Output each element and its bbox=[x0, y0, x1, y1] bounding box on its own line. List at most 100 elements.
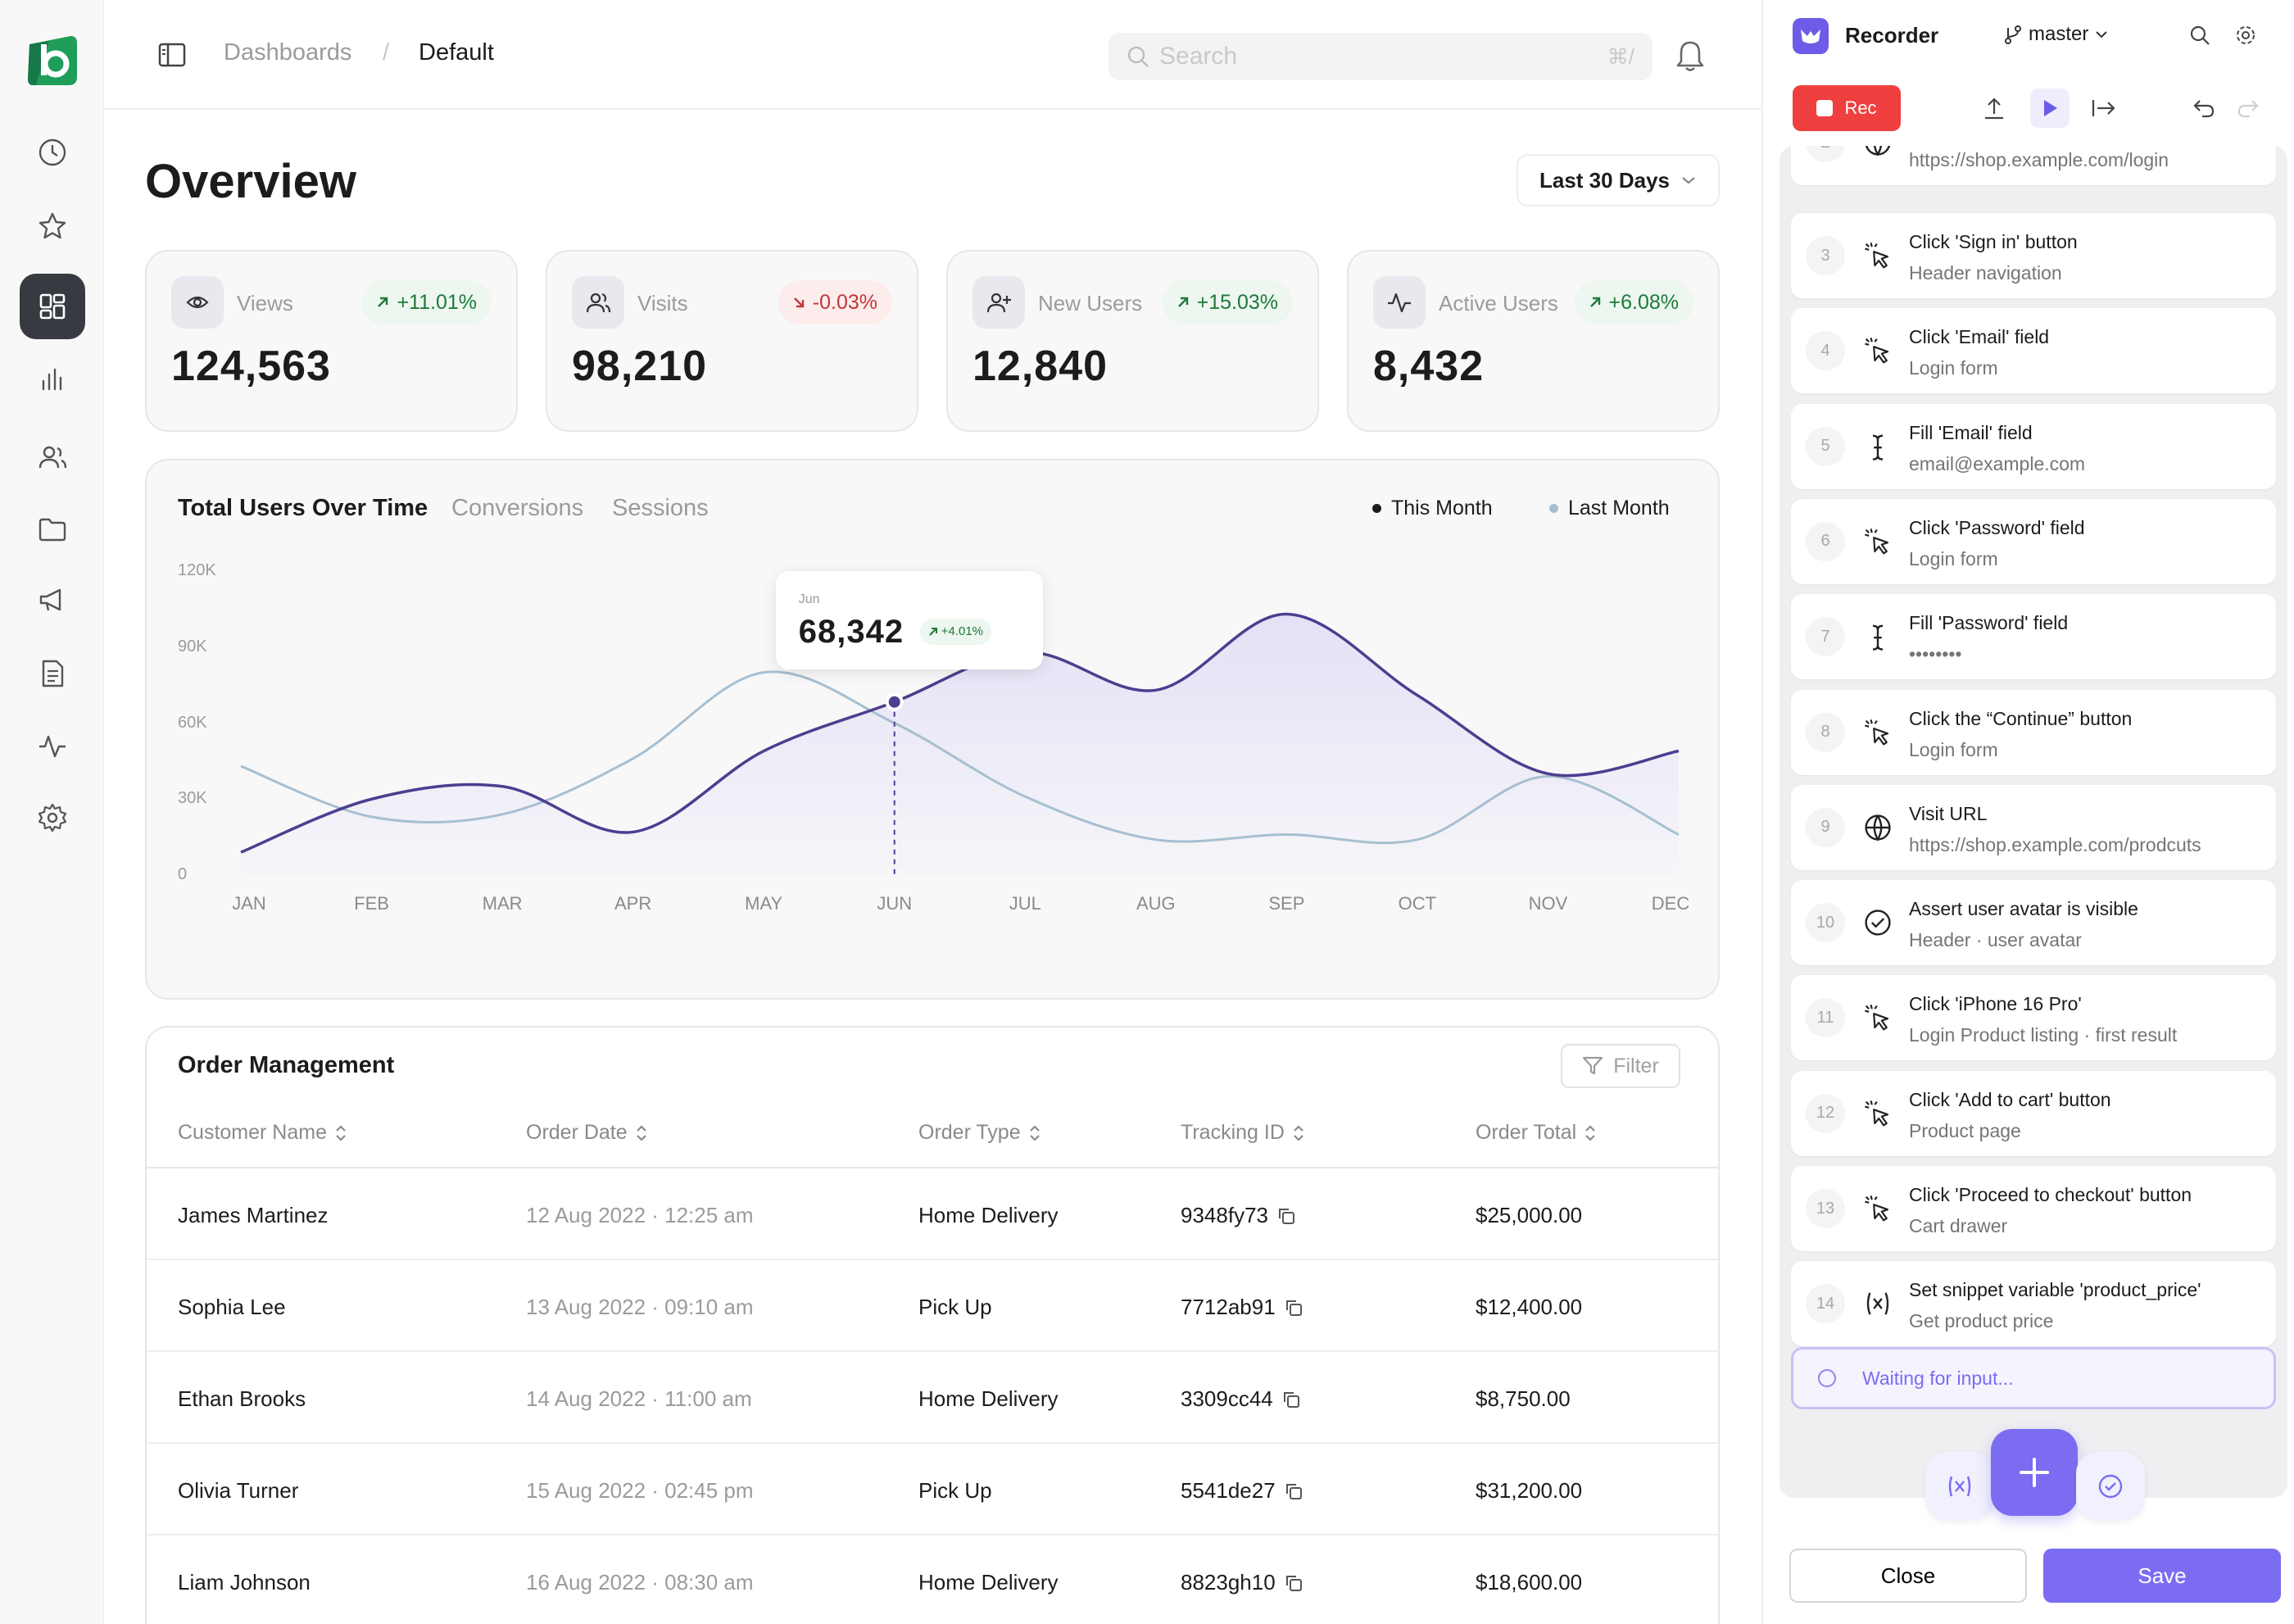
assert-button[interactable] bbox=[2076, 1452, 2145, 1521]
text-cursor-icon bbox=[1872, 624, 1884, 651]
tracking-id-cell: 3309cc44 bbox=[1181, 1386, 1301, 1412]
waiting-input-step[interactable]: Waiting for input... bbox=[1791, 1347, 2276, 1409]
stat-card-visits[interactable]: Visits -0.03% 98,210 bbox=[546, 250, 918, 432]
play-button[interactable] bbox=[2030, 88, 2070, 128]
stat-change-badge: +15.03% bbox=[1162, 280, 1293, 324]
copy-icon[interactable] bbox=[1284, 1573, 1303, 1593]
branch-selector[interactable]: master bbox=[2004, 23, 2108, 46]
column-header-tracking-id[interactable]: Tracking ID bbox=[1181, 1121, 1304, 1145]
copy-icon[interactable] bbox=[1284, 1298, 1303, 1318]
recorder-step[interactable]: 8 Click the “Continue” button Login form bbox=[1791, 689, 2276, 775]
tracking-id-cell: 5541de27 bbox=[1181, 1478, 1303, 1504]
table-row[interactable]: Ethan Brooks 14 Aug 2022 · 11:00 am Home D… bbox=[147, 1352, 1718, 1444]
redo-icon bbox=[2237, 100, 2259, 118]
stat-card-active-users[interactable]: Active Users +6.08% 8,432 bbox=[1347, 250, 1720, 432]
nav-folder-button[interactable] bbox=[20, 497, 85, 562]
order-date: 16 Aug 2022 · 08:30 am bbox=[526, 1570, 754, 1595]
order-total: $12,400.00 bbox=[1476, 1295, 1583, 1319]
record-button[interactable]: Rec bbox=[1793, 85, 1901, 131]
bell-icon[interactable] bbox=[1675, 39, 1705, 72]
x-tick-label: MAR bbox=[482, 893, 523, 914]
click-icon bbox=[1865, 1100, 1889, 1127]
step-over-button[interactable] bbox=[2084, 88, 2124, 128]
undo-button[interactable] bbox=[2184, 88, 2224, 128]
save-button[interactable]: Save bbox=[2043, 1549, 2281, 1603]
stat-icon-wrap bbox=[972, 276, 1025, 329]
table-row[interactable]: Liam Johnson 16 Aug 2022 · 08:30 am Home D… bbox=[147, 1536, 1718, 1624]
nav-bar-chart-button[interactable] bbox=[20, 346, 85, 411]
recorder-step[interactable]: 13 Click 'Proceed to checkout' button Cart… bbox=[1791, 1166, 2276, 1251]
search-input[interactable] bbox=[1159, 43, 1598, 70]
hover-point[interactable] bbox=[885, 692, 904, 711]
close-button[interactable]: Close bbox=[1789, 1549, 2027, 1603]
tracking-id-cell: 7712ab91 bbox=[1181, 1295, 1303, 1320]
date-range-select[interactable]: Last 30 Days bbox=[1516, 154, 1720, 206]
recorder-step[interactable]: 12 Click 'Add to cart' button Product page bbox=[1791, 1070, 2276, 1156]
tab-total-users[interactable]: Total Users Over Time bbox=[178, 495, 428, 521]
nav-activity-button[interactable] bbox=[20, 713, 85, 778]
customer-name: Ethan Brooks bbox=[178, 1386, 306, 1411]
recorder-step[interactable]: 10 Assert user avatar is visible Header · … bbox=[1791, 880, 2276, 966]
legend-label: Last Month bbox=[1568, 497, 1670, 519]
user-plus-icon bbox=[986, 293, 1011, 313]
gear-icon[interactable] bbox=[2235, 25, 2256, 46]
table-row[interactable]: Sophia Lee 13 Aug 2022 · 09:10 am Pick Up 7… bbox=[147, 1260, 1718, 1352]
tracking-id: 5541de27 bbox=[1181, 1478, 1276, 1503]
star-icon bbox=[39, 212, 66, 239]
step-detail: Get product price bbox=[1909, 1310, 2054, 1332]
add-step-button[interactable] bbox=[1991, 1429, 2078, 1516]
tracking-id-cell: 9348fy73 bbox=[1181, 1203, 1296, 1228]
tab-sessions[interactable]: Sessions bbox=[612, 495, 709, 521]
breadcrumb-parent[interactable]: Dashboards bbox=[224, 39, 352, 66]
stat-card-new-users[interactable]: New Users +15.03% 12,840 bbox=[946, 250, 1319, 432]
sidebar-toggle-icon[interactable] bbox=[158, 43, 186, 67]
stat-label: Views bbox=[237, 291, 293, 315]
nav-star-button[interactable] bbox=[20, 193, 85, 259]
nav-document-button[interactable] bbox=[20, 641, 85, 706]
tab-conversions[interactable]: Conversions bbox=[451, 495, 584, 521]
nav-megaphone-button[interactable] bbox=[20, 567, 85, 633]
redo-button[interactable] bbox=[2228, 88, 2268, 128]
tracking-id: 3309cc44 bbox=[1181, 1386, 1273, 1411]
copy-icon[interactable] bbox=[1276, 1206, 1296, 1226]
stat-change: +11.01% bbox=[397, 290, 477, 314]
x-tick-label: JUN bbox=[877, 893, 913, 914]
recorder-step[interactable]: 11 Click 'iPhone 16 Pro' Login Product lis… bbox=[1791, 975, 2276, 1061]
nav-users-button[interactable] bbox=[20, 424, 85, 490]
column-label: Order Date bbox=[526, 1121, 628, 1144]
recorder-step[interactable]: 9 Visit URL https://shop.example.com/prodc… bbox=[1791, 784, 2276, 870]
play-icon bbox=[2044, 100, 2057, 116]
copy-icon[interactable] bbox=[1284, 1481, 1303, 1501]
nav-dashboard-button[interactable] bbox=[20, 274, 85, 339]
column-header-order-total[interactable]: Order Total bbox=[1476, 1121, 1596, 1145]
left-nav bbox=[0, 0, 104, 1624]
step-detail: Header navigation bbox=[1909, 262, 2062, 284]
stat-card-views[interactable]: Views +11.01% 124,563 bbox=[145, 250, 518, 432]
nav-history-button[interactable] bbox=[20, 120, 85, 185]
filter-button[interactable]: Filter bbox=[1561, 1044, 1680, 1088]
recorder-step[interactable]: 4 Click 'Email' field Login form bbox=[1791, 308, 2276, 394]
app-logo-icon[interactable] bbox=[25, 33, 80, 88]
recorder-step[interactable]: 7 Fill 'Password' field •••••••• bbox=[1791, 594, 2276, 680]
variable-button[interactable] bbox=[1925, 1452, 1994, 1521]
folder-icon bbox=[39, 518, 66, 542]
column-header-order-date[interactable]: Order Date bbox=[526, 1121, 647, 1145]
step-number: 14 bbox=[1806, 1284, 1845, 1324]
column-header-customer-name[interactable]: Customer Name bbox=[178, 1121, 347, 1145]
search-icon[interactable] bbox=[2189, 25, 2210, 46]
recorder-step[interactable]: 2 https://shop.example.com/login bbox=[1791, 146, 2276, 185]
recorder-step[interactable]: 5 Fill 'Email' field email@example.com bbox=[1791, 403, 2276, 489]
column-header-order-type[interactable]: Order Type bbox=[918, 1121, 1040, 1145]
variable-icon bbox=[1948, 1476, 1971, 1497]
upload-button[interactable] bbox=[1974, 88, 2014, 128]
table-row[interactable]: Olivia Turner 15 Aug 2022 · 02:45 pm Pick … bbox=[147, 1444, 1718, 1536]
recorder-step[interactable]: 14 Set snippet variable 'product_price' Ge… bbox=[1791, 1261, 2276, 1347]
stat-change-badge: -0.03% bbox=[778, 280, 892, 324]
nav-settings-button[interactable] bbox=[20, 785, 85, 851]
recorder-step[interactable]: 3 Click 'Sign in' button Header navigation bbox=[1791, 213, 2276, 298]
step-detail: https://shop.example.com/prodcuts bbox=[1909, 833, 2201, 855]
copy-icon[interactable] bbox=[1281, 1390, 1301, 1409]
dashboard-icon bbox=[39, 293, 66, 320]
recorder-step[interactable]: 6 Click 'Password' field Login form bbox=[1791, 498, 2276, 584]
table-row[interactable]: James Martinez 12 Aug 2022 · 12:25 am Home… bbox=[147, 1168, 1718, 1260]
